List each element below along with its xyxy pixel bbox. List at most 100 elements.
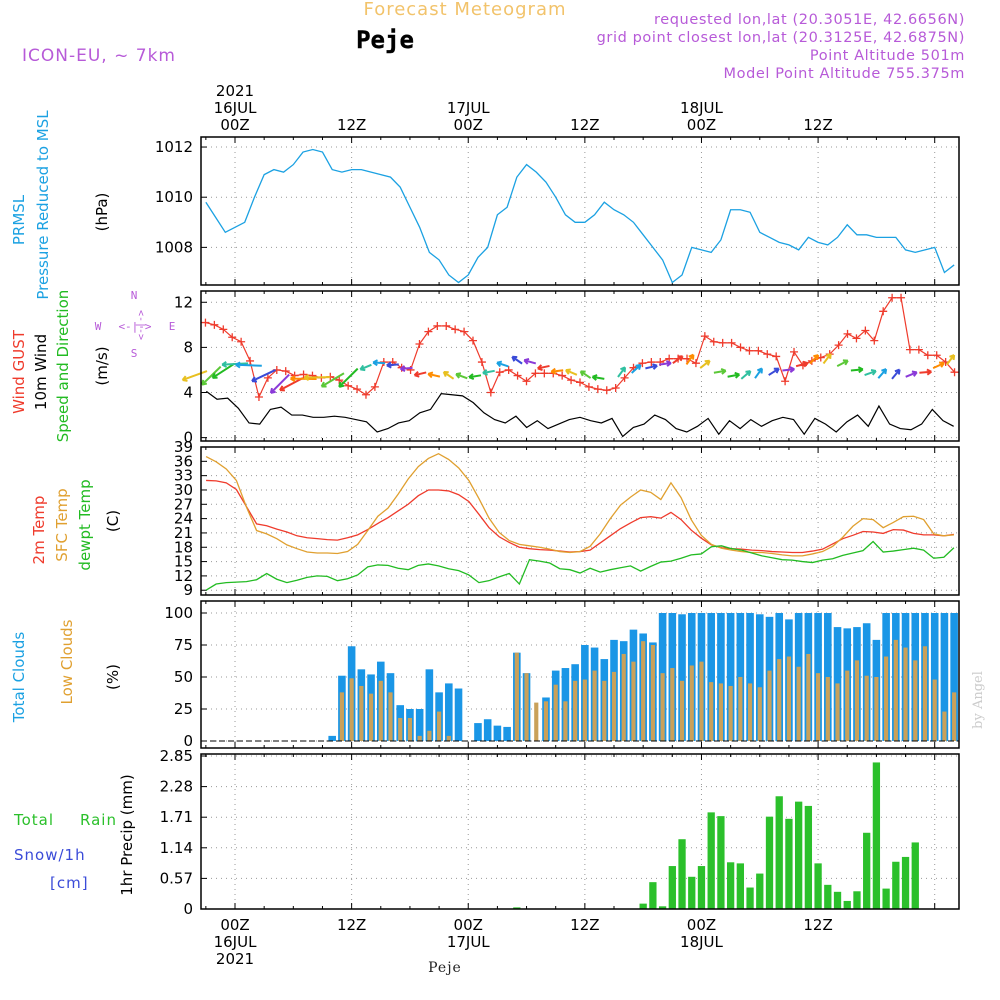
wind-arrow-head	[455, 372, 462, 379]
gust-marker	[647, 358, 656, 367]
wind-direction-arrow	[905, 371, 918, 378]
wind-direction-arrow	[386, 363, 399, 367]
wind-direction-arrow	[455, 373, 468, 380]
wind-direction-arrow	[580, 370, 592, 379]
info-point-altitude: Point Altitude 501m	[810, 48, 965, 64]
low-cloud-bar	[738, 677, 743, 741]
y-tick-label: 2.85	[160, 747, 193, 765]
gust-marker	[638, 359, 647, 368]
gust-marker	[923, 351, 932, 360]
rain-bar	[872, 762, 881, 909]
total-cloud-bar	[454, 688, 463, 741]
gust-marker	[576, 378, 584, 387]
gust-marker	[442, 321, 451, 330]
top-time-label: 00Z	[687, 116, 716, 134]
panel-frame	[200, 446, 960, 596]
bottom-time-label: 00Z	[454, 916, 483, 934]
temp-dewpt-label: dewpt Temp	[76, 479, 94, 570]
wind-direction-arrow	[727, 373, 740, 378]
top-time-label: 16JUL	[214, 99, 257, 117]
top-time-label: 12Z	[803, 116, 832, 134]
rain-bar	[775, 796, 783, 909]
y-tick-label: 21	[174, 524, 193, 542]
wind-direction-arrow	[321, 372, 345, 388]
rain-bar	[785, 818, 793, 909]
low-cloud-bar	[524, 673, 529, 741]
wind-direction-arrow	[946, 354, 955, 366]
gust-marker	[763, 350, 772, 359]
low-cloud-bar	[368, 693, 374, 741]
wind-arrow-head	[825, 352, 832, 359]
low-cloud-bar	[709, 682, 714, 741]
bottom-time-label: 12Z	[337, 916, 366, 934]
low-cloud-bar	[349, 678, 354, 741]
rain-bar	[649, 882, 657, 909]
top-time-label: 12Z	[570, 116, 599, 134]
wind-arrow-head	[338, 381, 345, 388]
wind-arrow-head	[789, 366, 795, 373]
y-tick-label: 39	[174, 438, 193, 456]
total-cloud-bar	[328, 735, 336, 741]
wind-arrow-head	[386, 361, 392, 369]
y-tick-label: 33	[174, 467, 193, 485]
low-cloud-bar	[845, 670, 850, 741]
gust-marker	[370, 382, 379, 391]
gust-marker	[495, 368, 504, 377]
wind-arrow-head	[372, 359, 379, 367]
low-cloud-bar	[388, 692, 393, 741]
wind-direction-arrow	[699, 359, 711, 369]
low-cloud-bar	[689, 665, 694, 741]
y-tick-label: 27	[174, 495, 193, 513]
watermark: by Angel	[971, 671, 986, 729]
rain-bar	[765, 816, 774, 909]
y-tick-label: 9	[183, 581, 193, 599]
wind-arrow-head	[911, 370, 918, 377]
rain-bar	[736, 863, 744, 909]
wind-arrow-head	[279, 385, 285, 392]
wind-arrow-head	[550, 367, 557, 375]
low-cloud-bar	[932, 679, 937, 741]
compass-arrows-horizontal: <-|->	[118, 320, 151, 333]
low-cloud-bar	[437, 711, 442, 741]
gust-marker	[335, 376, 344, 385]
gust-marker	[932, 351, 941, 360]
wind-arrow-head	[926, 368, 932, 376]
gust-marker	[433, 321, 442, 330]
rain-bar	[697, 866, 706, 909]
gust-marker	[263, 373, 272, 382]
top-time-label: 00Z	[454, 116, 483, 134]
bottom-time-label: 18JUL	[680, 933, 723, 951]
y-tick-label: 0	[183, 429, 193, 447]
wind-direction-arrow	[482, 369, 495, 375]
low-cloud-bar	[806, 653, 811, 741]
total-cloud-bar	[493, 725, 502, 741]
rain-bar	[892, 861, 900, 909]
info-model-altitude: Model Point Altitude 755.375m	[723, 66, 965, 82]
wind-direction-arrow	[631, 364, 642, 374]
gust-marker	[602, 386, 611, 395]
gust-marker	[415, 340, 424, 349]
wind-direction-arrow	[496, 361, 509, 368]
precip-unit: 1hr Precip (mm)	[118, 774, 136, 895]
panel-frame	[200, 290, 960, 442]
y-tick-label: 1.14	[160, 839, 193, 857]
wind-arrow-head	[620, 366, 627, 373]
gust-marker	[861, 326, 870, 335]
top-time-label: 00Z	[220, 116, 249, 134]
rain-bar	[863, 832, 871, 909]
y-tick-label: 15	[174, 553, 193, 571]
gust-marker	[522, 377, 531, 386]
rain-bar	[833, 891, 842, 909]
gust-marker	[477, 358, 486, 367]
low-cloud-bar	[398, 717, 403, 741]
y-tick-label: 1008	[155, 238, 193, 256]
low-cloud-bar	[359, 685, 364, 741]
wind-speed-line	[205, 390, 954, 438]
low-cloud-bar	[854, 660, 860, 741]
total-cloud-bar	[755, 614, 764, 741]
gust-marker	[879, 307, 888, 316]
wind-arrow-head	[881, 368, 888, 375]
dewpt-line	[205, 540, 955, 591]
low-cloud-bar	[582, 679, 587, 741]
